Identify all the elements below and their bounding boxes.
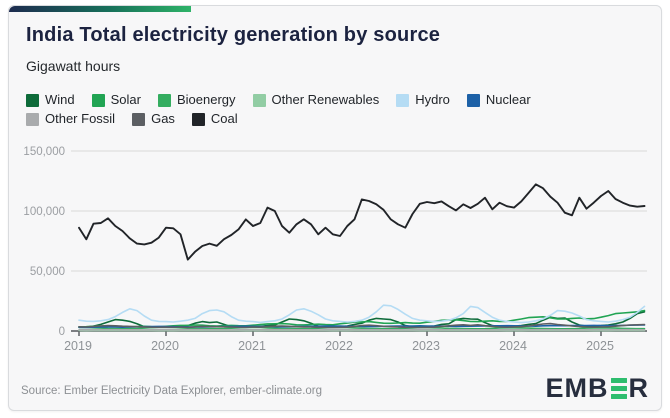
y-axis-tick-label: 150,000 <box>23 146 65 158</box>
chart-legend: Wind Solar Bioenergy Other Renewables Hydro N… <box>26 92 626 127</box>
source-attribution: Source: Ember Electricity Data Explorer,… <box>21 385 323 397</box>
legend-item-bioenergy[interactable]: Bioenergy <box>157 92 236 108</box>
x-axis-tick-label: 2023 <box>412 339 440 353</box>
legend-item-other-fossil[interactable]: Other Fossil <box>26 111 115 127</box>
y-axis-tick-label: 100,000 <box>23 206 65 218</box>
x-axis-tick-label: 2022 <box>325 339 353 353</box>
legend-swatch-wind <box>26 93 39 107</box>
legend-swatch-solar <box>91 93 105 107</box>
legend-label: Other Renewables <box>271 92 380 107</box>
y-axis-tick-label: 50,000 <box>30 266 65 278</box>
legend-item-nuclear[interactable]: Nuclear <box>466 92 531 108</box>
legend-label: Hydro <box>415 92 450 107</box>
legend-item-gas[interactable]: Gas <box>132 111 175 127</box>
x-axis-tick-label: 2025 <box>586 339 614 353</box>
legend-swatch-other-fossil <box>26 112 39 126</box>
ember-logo-e-icon <box>610 377 627 399</box>
legend-label: Wind <box>45 92 75 107</box>
legend-item-coal[interactable]: Coal <box>191 111 238 127</box>
legend-item-solar[interactable]: Solar <box>91 92 141 108</box>
legend-swatch-bioenergy <box>157 93 171 107</box>
legend-label: Other Fossil <box>45 111 116 126</box>
legend-item-wind[interactable]: Wind <box>26 92 75 108</box>
line-chart: 150,000 100,000 50,000 0 2019 2020 2021 2022 202… <box>9 146 661 361</box>
ember-logo-text-left: EMB <box>545 373 609 403</box>
x-axis-tick-label: 2019 <box>64 339 92 353</box>
page-title: India Total electricity generation by so… <box>26 24 441 46</box>
legend-swatch-coal <box>191 112 205 126</box>
legend-swatch-other-renewables <box>252 93 266 107</box>
legend-swatch-gas <box>132 112 146 126</box>
x-axis-tick-label: 2024 <box>499 339 527 353</box>
x-axis-tick-label: 2021 <box>238 339 266 353</box>
legend-label: Coal <box>210 111 238 126</box>
legend-swatch-hydro <box>396 93 410 107</box>
series-line-gas <box>78 322 646 329</box>
series-line-coal <box>78 183 646 261</box>
series-line-hydro <box>78 304 646 324</box>
chart-units-subtitle: Gigawatt hours <box>26 58 121 74</box>
series-line-solar <box>78 309 646 328</box>
legend-label: Nuclear <box>485 92 531 107</box>
legend-item-other-renewables[interactable]: Other Renewables <box>252 92 380 108</box>
legend-label: Bioenergy <box>176 92 236 107</box>
ember-logo-text-right: R <box>628 373 649 403</box>
legend-swatch-nuclear <box>466 93 480 107</box>
chart-card: India Total electricity generation by so… <box>8 5 662 411</box>
ember-logo: EMB R <box>545 373 650 403</box>
x-axis-tick-label: 2020 <box>151 339 179 353</box>
legend-item-hydro[interactable]: Hydro <box>396 92 450 108</box>
accent-gradient-strip <box>9 6 191 12</box>
legend-label: Gas <box>151 111 175 126</box>
legend-label: Solar <box>110 92 141 107</box>
y-axis-tick-label: 0 <box>59 326 65 338</box>
